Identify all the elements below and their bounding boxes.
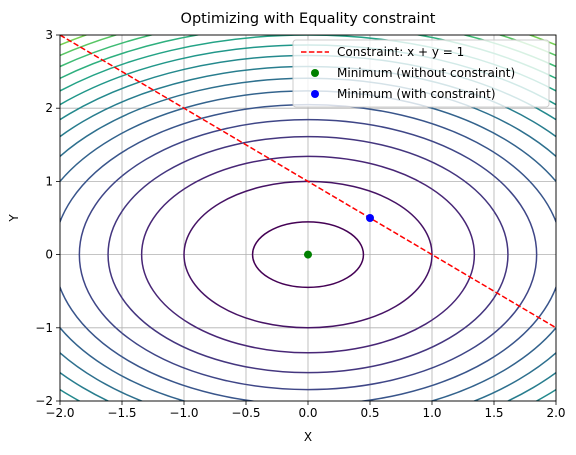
x-tick-label: −0.5 [231, 406, 260, 420]
y-tick-label: 1 [45, 174, 53, 188]
x-tick-label: 0.0 [298, 406, 317, 420]
legend-label: Constraint: x + y = 1 [337, 45, 464, 59]
x-tick-label: 0.5 [360, 406, 379, 420]
legend-swatch-marker [311, 69, 319, 77]
y-tick-label: −2 [35, 394, 53, 408]
legend-label: Minimum (with constraint) [337, 87, 496, 101]
y-axis: −2 −1 0 1 2 3 [35, 28, 60, 408]
x-tick-label: 2.0 [546, 406, 565, 420]
y-axis-label: Y [7, 214, 21, 223]
contour-level [78, 118, 538, 391]
x-tick-label: −2.0 [45, 406, 74, 420]
scatter-point [304, 250, 312, 259]
x-tick-label: −1.0 [169, 406, 198, 420]
chart-title: Optimizing with Equality constraint [181, 11, 436, 27]
legend-swatch-marker [311, 90, 319, 98]
series-layer [60, 35, 556, 329]
x-axis: −2.0 −1.5 −1.0 −0.5 0.0 0.5 1.0 1.5 2.0 [45, 401, 566, 420]
x-tick-label: 1.0 [422, 406, 441, 420]
y-tick-label: −1 [35, 321, 53, 335]
contour-level [251, 221, 365, 289]
contour-level [140, 155, 476, 354]
contour-level [107, 135, 509, 374]
y-tick-label: 0 [45, 248, 53, 262]
constraint-line [60, 35, 556, 329]
legend: Constraint: x + y = 1 Minimum (without co… [292, 39, 550, 108]
legend-box [292, 39, 550, 108]
y-tick-label: 3 [45, 28, 53, 42]
y-tick-label: 2 [45, 101, 53, 115]
x-tick-label: 1.5 [484, 406, 503, 420]
x-axis-label: X [304, 430, 312, 444]
series-points [304, 214, 374, 259]
scatter-point [366, 214, 374, 222]
x-tick-label: −1.5 [107, 406, 136, 420]
legend-label: Minimum (without constraint) [337, 66, 515, 80]
